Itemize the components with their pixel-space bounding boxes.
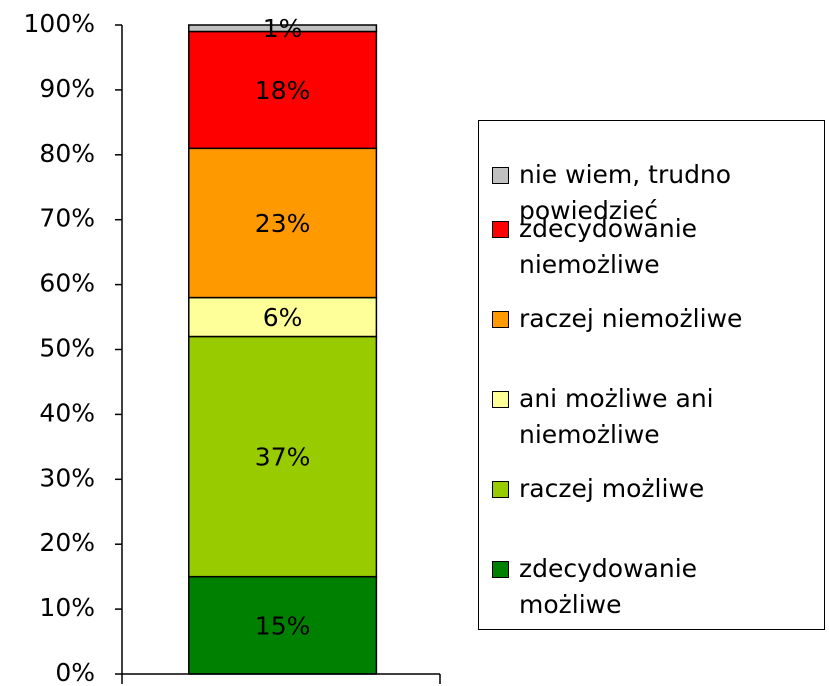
value-label: 23% — [255, 209, 311, 238]
legend-swatch — [492, 311, 509, 328]
value-label: 37% — [255, 443, 311, 472]
y-tick-label: 20% — [39, 528, 95, 557]
value-label: 18% — [255, 76, 311, 105]
legend: nie wiem, trudno powiedzieć zdecydowanie … — [478, 120, 825, 630]
legend-swatch — [492, 221, 509, 238]
legend-entry: zdecydowanie niemożliwe — [492, 211, 789, 283]
bar-segment — [188, 335, 378, 578]
legend-label: ani możliwe ani niemożliwe — [519, 384, 714, 449]
bar-segment — [188, 30, 378, 150]
y-tick-label: 60% — [39, 269, 95, 298]
bar-segment — [188, 575, 378, 675]
legend-swatch — [492, 167, 509, 184]
y-tick-label: 0% — [55, 658, 95, 686]
y-tick-label: 70% — [39, 204, 95, 233]
legend-entry: zdecydowanie możliwe — [492, 551, 789, 623]
legend-entry: raczej niemożliwe — [492, 301, 789, 337]
y-tick-label: 90% — [39, 74, 95, 103]
legend-swatch — [492, 561, 509, 578]
legend-label: raczej niemożliwe — [519, 304, 743, 333]
legend-label: raczej możliwe — [519, 474, 705, 503]
y-tick-label: 30% — [39, 463, 95, 492]
value-label: 1% — [263, 14, 303, 43]
legend-label: zdecydowanie niemożliwe — [519, 214, 698, 279]
legend-swatch — [492, 481, 509, 498]
y-tick-label: 10% — [39, 593, 95, 622]
legend-entry: raczej możliwe — [492, 471, 789, 507]
bar-segment — [188, 24, 378, 33]
y-tick-label: 50% — [39, 334, 95, 363]
legend-label: zdecydowanie możliwe — [519, 554, 698, 619]
bar-segment — [188, 147, 378, 299]
bar-segment — [188, 296, 378, 338]
legend-entry: ani możliwe ani niemożliwe — [492, 381, 789, 453]
y-tick-label: 100% — [24, 9, 95, 38]
y-tick-label: 40% — [39, 398, 95, 427]
y-tick-label: 80% — [39, 139, 95, 168]
value-label: 6% — [263, 303, 303, 332]
legend-label: nie wiem, trudno powiedzieć — [519, 160, 732, 225]
value-label: 15% — [255, 611, 311, 640]
legend-entry: nie wiem, trudno powiedzieć — [492, 157, 789, 229]
legend-swatch — [492, 391, 509, 408]
